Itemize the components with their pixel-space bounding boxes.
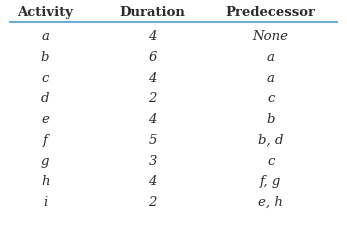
Text: 2: 2 — [149, 92, 157, 105]
Text: c: c — [267, 155, 274, 168]
Text: 4: 4 — [149, 175, 157, 189]
Text: a: a — [267, 72, 274, 85]
Text: Activity: Activity — [17, 6, 73, 20]
Text: b: b — [41, 51, 49, 64]
Text: i: i — [43, 196, 47, 209]
Text: b: b — [266, 113, 275, 126]
Text: h: h — [41, 175, 49, 189]
Text: 5: 5 — [149, 134, 157, 147]
Text: c: c — [41, 72, 49, 85]
Text: e: e — [41, 113, 49, 126]
Text: c: c — [267, 92, 274, 105]
Text: Predecessor: Predecessor — [226, 6, 316, 20]
Text: Duration: Duration — [120, 6, 186, 20]
Text: b, d: b, d — [258, 134, 283, 147]
Text: None: None — [253, 30, 289, 43]
Text: 6: 6 — [149, 51, 157, 64]
Text: 4: 4 — [149, 72, 157, 85]
Text: 2: 2 — [149, 196, 157, 209]
Text: 3: 3 — [149, 155, 157, 168]
Text: e, h: e, h — [258, 196, 283, 209]
Text: f: f — [43, 134, 48, 147]
Text: a: a — [41, 30, 49, 43]
Text: g: g — [41, 155, 49, 168]
Text: 4: 4 — [149, 113, 157, 126]
Text: 4: 4 — [149, 30, 157, 43]
Text: f, g: f, g — [260, 175, 281, 189]
Text: a: a — [267, 51, 274, 64]
Text: d: d — [41, 92, 49, 105]
